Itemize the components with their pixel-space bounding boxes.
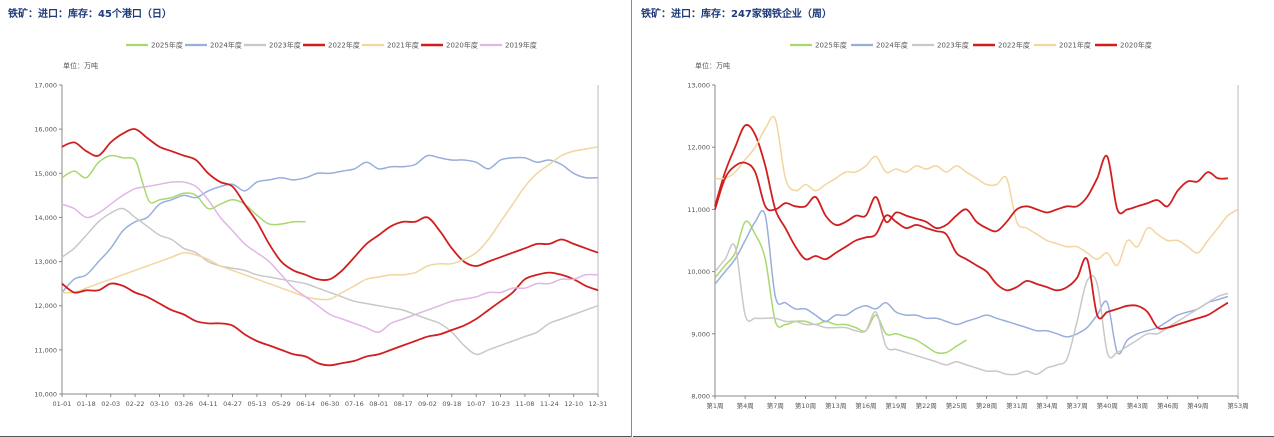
right-unit-label: 单位：万吨 [695, 61, 730, 70]
right-x-tick-label: 第16周 [855, 401, 876, 410]
right-x-tick-label: 第46周 [1157, 401, 1178, 410]
chart-left: 单位：万吨 10,000 11,000 12,000 13,000 14,000 15,00… [0, 0, 632, 437]
right-x-tick-label: 第37周 [1066, 401, 1087, 410]
left-legend-label-2019年度: 2019年度 [505, 41, 537, 50]
left-y-tick-label: 16,000 [34, 126, 57, 134]
right-legend-label-2024年度: 2024年度 [876, 41, 908, 50]
right-x-tick-label: 第22周 [916, 401, 937, 410]
left-x-tick-label: 01-01 [53, 400, 72, 408]
right-x-tick-label: 第7周 [767, 401, 784, 410]
right-x-tick-label: 第10周 [795, 401, 816, 410]
right-y-tick-label: 12,000 [687, 144, 710, 152]
left-x-tick-label: 04-11 [199, 400, 218, 408]
right-x-tick-label: 第43周 [1127, 401, 1148, 410]
right-series-line-2025年度 [715, 221, 966, 353]
right-series-line-2023年度 [715, 244, 1228, 375]
right-legend-label-2021年度: 2021年度 [1059, 41, 1091, 50]
left-legend-label-2025年度: 2025年度 [151, 41, 183, 50]
left-y-tick-label: 15,000 [34, 170, 57, 178]
left-y-tick-label: 17,000 [34, 82, 57, 90]
left-x-tick-label: 05-13 [247, 400, 266, 408]
left-x-tick-label: 02-22 [126, 400, 145, 408]
left-series-line-2019年度 [62, 182, 598, 333]
left-legend-label-2020年度: 2020年度 [446, 41, 478, 50]
left-x-tick-label: 03-10 [150, 400, 169, 408]
left-x-tick-label: 08-17 [394, 400, 413, 408]
left-x-tick-label: 04-27 [223, 400, 242, 408]
right-x-tick-label: 第25周 [946, 401, 967, 410]
left-x-tick-label: 09-18 [442, 400, 461, 408]
right-x-tick-label: 第49周 [1187, 401, 1208, 410]
left-x-tick-label: 06-14 [296, 400, 315, 408]
left-y-tick-label: 12,000 [34, 302, 57, 310]
right-y-tick-label: 10,000 [687, 268, 710, 276]
left-series-line-2020年度 [62, 273, 598, 366]
left-series-line-2024年度 [62, 155, 598, 292]
right-y-tick-label: 11,000 [687, 206, 710, 214]
left-x-tick-label: 11-24 [540, 400, 559, 408]
left-legend-label-2023年度: 2023年度 [269, 41, 301, 50]
right-series-line-2022年度 [715, 125, 1228, 329]
left-series-line-2025年度 [62, 155, 306, 224]
right-y-tick-label: 13,000 [687, 82, 710, 90]
right-series-line-2020年度 [715, 156, 1228, 232]
chart-panel-right: 铁矿：进口：库存：247家钢铁企业（周） 单位：万吨 8,000 9,000 10,0… [633, 0, 1274, 437]
right-y-tick-label: 8,000 [691, 393, 710, 401]
right-series-line-2024年度 [715, 211, 1228, 354]
left-y-tick-label: 13,000 [34, 258, 57, 266]
right-y-tick-label: 9,000 [691, 330, 710, 338]
left-x-tick-label: 06-30 [321, 400, 340, 408]
right-legend-label-2023年度: 2023年度 [937, 41, 969, 50]
right-x-tick-label: 第40周 [1097, 401, 1118, 410]
left-x-tick-label: 05-29 [272, 400, 291, 408]
right-legend-label-2020年度: 2020年度 [1120, 41, 1152, 50]
left-y-tick-label: 11,000 [34, 346, 57, 354]
left-unit-label: 单位：万吨 [63, 61, 98, 70]
left-x-tick-label: 08-01 [369, 400, 388, 408]
left-series-line-2022年度 [62, 129, 598, 280]
left-x-tick-label: 02-03 [101, 400, 120, 408]
left-x-tick-label: 11-08 [515, 400, 534, 408]
right-legend-label-2025年度: 2025年度 [815, 41, 847, 50]
right-x-tick-label: 第19周 [885, 401, 906, 410]
chart-right: 单位：万吨 8,000 9,000 10,000 11,000 12,000 13,000 第… [633, 0, 1274, 437]
left-y-tick-label: 14,000 [34, 214, 57, 222]
left-x-tick-label: 12-31 [589, 400, 608, 408]
right-x-tick-label: 第34周 [1036, 401, 1057, 410]
left-legend-label-2021年度: 2021年度 [387, 41, 419, 50]
left-y-tick-label: 10,000 [34, 391, 57, 399]
left-x-tick-label: 07-16 [345, 400, 364, 408]
left-legend-label-2024年度: 2024年度 [210, 41, 242, 50]
left-legend-label-2022年度: 2022年度 [328, 41, 360, 50]
right-x-tick-label: 第28周 [976, 401, 997, 410]
left-x-tick-label: 10-23 [491, 400, 510, 408]
left-series-line-2023年度 [62, 208, 598, 354]
left-x-tick-label: 09-02 [418, 400, 437, 408]
left-x-tick-label: 01-18 [77, 400, 96, 408]
right-x-tick-label: 第13周 [825, 401, 846, 410]
chart-panel-left: 铁矿：进口：库存：45个港口（日） 单位：万吨 10,000 11,000 12,00… [0, 0, 632, 437]
right-x-tick-label: 第1周 [706, 401, 723, 410]
right-x-tick-label: 第4周 [737, 401, 754, 410]
left-x-tick-label: 12-10 [564, 400, 583, 408]
right-x-tick-label: 第31周 [1006, 401, 1027, 410]
left-x-tick-label: 10-07 [467, 400, 486, 408]
left-x-tick-label: 03-26 [174, 400, 193, 408]
right-legend-label-2022年度: 2022年度 [998, 41, 1030, 50]
right-x-tick-label: 第53周 [1227, 401, 1248, 410]
